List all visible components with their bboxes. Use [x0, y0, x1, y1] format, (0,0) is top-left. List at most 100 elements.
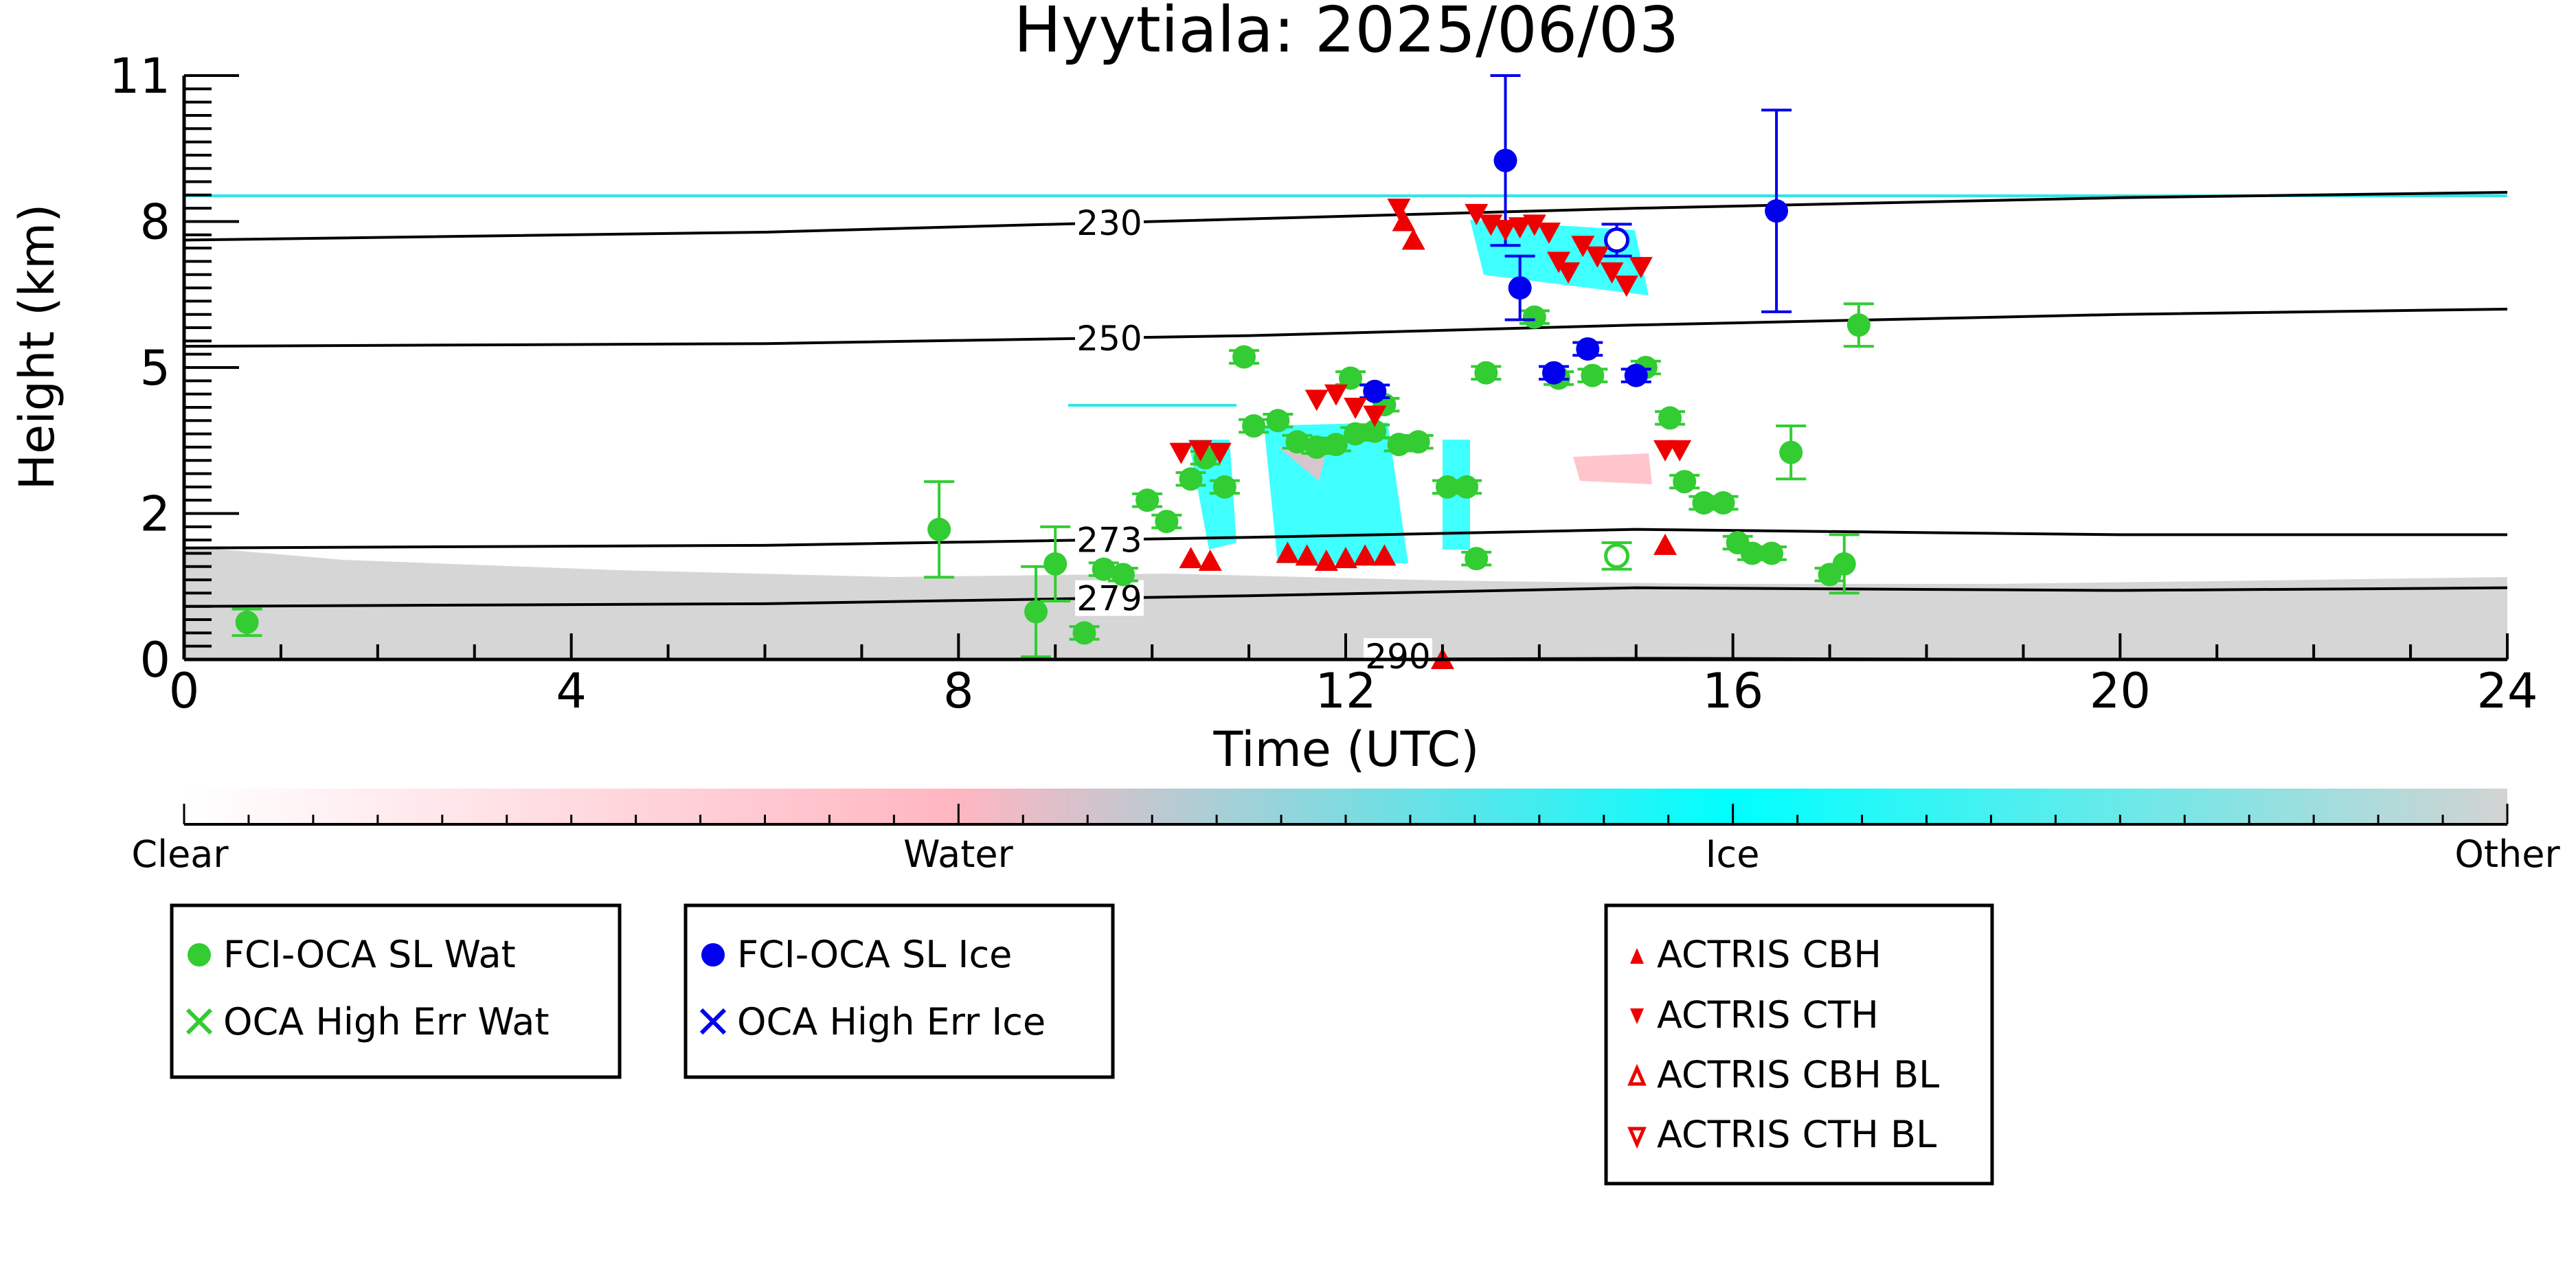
marker-0-3 — [1043, 552, 1067, 576]
marker-5-20 — [1629, 257, 1653, 279]
marker-4-9 — [1401, 228, 1425, 250]
isotherm-label-230: 230 — [1076, 203, 1142, 243]
plot-area: 230 250 273 279 290 0 4 8 12 16 20 24 0 2 5 8 11 — [109, 48, 2538, 719]
legend-water-label: FCI-OCA SL Wat — [223, 933, 516, 976]
legend-cth-marker — [1630, 1008, 1644, 1024]
marker-0-16 — [1304, 435, 1329, 459]
marker-0-12 — [1242, 414, 1266, 438]
marker-5-15 — [1557, 262, 1581, 284]
colorbar-ticks — [183, 804, 2509, 824]
legend-cth-label: ACTRIS CTH — [1657, 993, 1879, 1037]
colorbar-label-water: Water — [903, 833, 1013, 876]
marker-4-0 — [1179, 547, 1203, 569]
marker-0-22 — [1387, 433, 1411, 457]
isotherm-label-bg-273 — [1075, 521, 1144, 558]
marker-0-39 — [1779, 440, 1803, 464]
legend-ice-dot-marker — [701, 943, 725, 967]
marker-0-20 — [1339, 366, 1363, 390]
marker-0-35 — [1711, 491, 1735, 515]
marker-0-2 — [1024, 600, 1048, 624]
legend-water-higherr-label: OCA High Err Wat — [223, 1000, 550, 1043]
marker-0-7 — [1136, 488, 1160, 512]
legend-cth-bl-marker — [1627, 1127, 1647, 1149]
marker-1-0 — [1604, 543, 1630, 569]
marker-0-25 — [1455, 475, 1479, 499]
legend-cth-bl-label: ACTRIS CTH BL — [1657, 1113, 1936, 1156]
marker-0-0 — [235, 610, 259, 634]
y-tick-label-8.25: 8 — [139, 194, 170, 251]
marker-5-7 — [1387, 199, 1411, 221]
marker-2-6 — [1765, 199, 1789, 223]
legend-cbh-bl-label: ACTRIS CBH BL — [1657, 1053, 1939, 1096]
marker-5-8 — [1465, 203, 1489, 225]
marker-2-0 — [1363, 379, 1387, 403]
marker-5-13 — [1537, 222, 1561, 244]
cloud-phase-field — [184, 194, 2507, 659]
marker-5-11 — [1508, 217, 1532, 239]
marker-5-0 — [1169, 442, 1193, 464]
marker-0-8 — [1155, 510, 1179, 534]
legend-water-x-marker — [185, 1008, 213, 1035]
marker-0-19 — [1363, 419, 1387, 443]
legend-ice-x-marker — [699, 1008, 727, 1035]
colorbar: Clear Water Ice Other — [131, 789, 2560, 876]
marker-0-28 — [1522, 305, 1546, 329]
marker-5-10 — [1493, 220, 1517, 242]
marker-5-2 — [1208, 442, 1232, 464]
x-tick-label-8: 8 — [943, 663, 974, 719]
marker-5-17 — [1585, 246, 1609, 268]
legend-water-dot-marker — [188, 943, 211, 967]
marker-0-26 — [1465, 547, 1489, 571]
x-tick-label-20: 20 — [2090, 663, 2151, 719]
marker-0-27 — [1474, 361, 1498, 385]
marker-4-6 — [1353, 544, 1377, 566]
legend-actris-frame — [1604, 903, 1994, 1186]
marker-0-18 — [1344, 422, 1368, 446]
isotherm-label-bg-250 — [1075, 319, 1144, 356]
marker-0-42 — [1846, 313, 1871, 337]
isotherm-label-bg-290 — [1364, 638, 1432, 674]
x-axis-label: Time (UTC) — [1213, 721, 1480, 778]
colorbar-label-clear: Clear — [131, 833, 229, 876]
marker-2-4 — [1576, 337, 1600, 361]
isotherm-label-bg-279 — [1075, 580, 1144, 616]
y-axis-label: Height (km) — [9, 204, 65, 490]
marker-0-23 — [1406, 430, 1430, 454]
chart-title: Hyytiala: 2025/06/03 — [1014, 0, 1680, 67]
marker-0-41 — [1832, 552, 1856, 576]
y-tick-label-11: 11 — [109, 48, 170, 104]
ice-cloud-core — [1188, 422, 1470, 563]
marker-0-32 — [1658, 406, 1682, 430]
marker-0-13 — [1232, 345, 1256, 369]
x-tick-label-0: 0 — [169, 663, 200, 719]
marker-4-3 — [1295, 544, 1319, 566]
legend-ice-label: FCI-OCA SL Ice — [737, 933, 1012, 976]
marker-0-14 — [1266, 409, 1290, 433]
marker-5-12 — [1522, 214, 1546, 236]
legend-cbh-marker — [1630, 948, 1644, 964]
marker-4-8 — [1392, 210, 1416, 231]
marker-4-5 — [1334, 547, 1357, 569]
isotherm-line-279 — [183, 586, 2508, 608]
marker-0-5 — [1092, 557, 1116, 581]
marker-2-3 — [1541, 361, 1566, 385]
isotherm-line-230 — [183, 191, 2508, 242]
marker-0-33 — [1673, 470, 1697, 494]
legend-ice: FCI-OCA SL Ice OCA High Err Ice — [683, 903, 1115, 1079]
isotherm-label-290: 290 — [1365, 637, 1430, 677]
marker-0-6 — [1111, 563, 1135, 587]
isotherm-label-250: 250 — [1076, 319, 1142, 359]
x-tick-label-16: 16 — [1702, 663, 1763, 719]
marker-5-19 — [1614, 275, 1638, 297]
marker-2-1 — [1493, 148, 1517, 172]
x-tick-label-4: 4 — [556, 663, 587, 719]
marker-0-15 — [1285, 430, 1309, 454]
isotherm-label-279: 279 — [1076, 579, 1142, 619]
marker-5-6 — [1363, 405, 1387, 427]
boundary-layer-other — [184, 546, 2507, 659]
x-tick-label-12: 12 — [1315, 663, 1376, 719]
colorbar-label-ice: Ice — [1706, 833, 1760, 876]
y-tick-label-5.5: 5 — [139, 340, 170, 396]
marker-3-0 — [1604, 227, 1630, 253]
